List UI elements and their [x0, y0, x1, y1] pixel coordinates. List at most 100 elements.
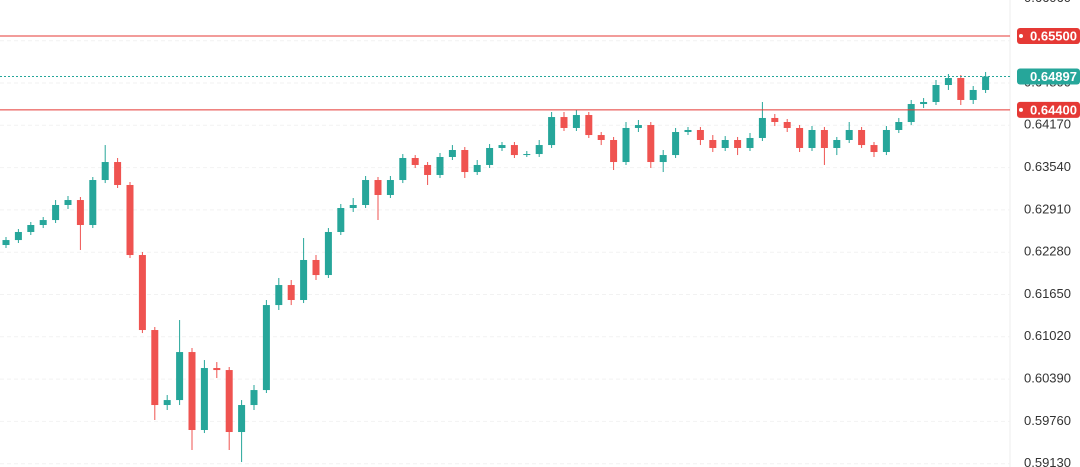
- candle-body: [882, 129, 890, 153]
- candle-body: [324, 231, 332, 276]
- candle-body: [163, 400, 171, 406]
- candle-body: [461, 150, 469, 173]
- candle-body: [151, 330, 159, 406]
- candle-body: [560, 117, 568, 128]
- candle-body: [300, 259, 308, 301]
- candle-body: [138, 255, 146, 331]
- candle-body: [337, 208, 345, 232]
- candle-body: [510, 145, 518, 156]
- candle-body: [622, 127, 630, 163]
- y-tick-label: 0.62280: [1024, 244, 1071, 259]
- y-tick-label: 0.62910: [1024, 201, 1071, 216]
- price-level-dot: [1019, 107, 1023, 112]
- candle-body: [374, 180, 382, 195]
- candle-body: [535, 145, 543, 155]
- candle-body: [845, 129, 853, 140]
- price-level-dot: [1019, 33, 1023, 38]
- candle-body: [399, 157, 407, 181]
- candle-body: [436, 156, 444, 175]
- candle-body: [2, 240, 10, 246]
- candle-body: [634, 125, 642, 128]
- candle-body: [200, 368, 208, 431]
- candle-body: [64, 200, 72, 205]
- candle-body: [932, 85, 940, 102]
- candle-body: [213, 368, 221, 371]
- candle-body: [275, 285, 283, 306]
- candle-body: [944, 78, 952, 86]
- candle-body: [386, 180, 394, 195]
- candle-body: [424, 164, 432, 175]
- candle-body: [27, 225, 35, 232]
- candle-body: [709, 139, 717, 148]
- candle-body: [225, 370, 233, 433]
- candle-body: [746, 137, 754, 148]
- candle-body: [114, 162, 122, 185]
- candle-body: [411, 157, 419, 165]
- candle-body: [969, 89, 977, 100]
- candle-body: [486, 147, 494, 165]
- price-level-badge: [1017, 68, 1080, 85]
- price-level-badge: [1017, 27, 1080, 44]
- y-tick-label: 0.60390: [1024, 371, 1071, 386]
- candle-body: [188, 352, 196, 431]
- price-level-label: 0.65500: [1030, 28, 1077, 43]
- candle-body: [572, 115, 580, 128]
- candle-body: [858, 129, 866, 146]
- candle-body: [895, 122, 903, 130]
- candle-body: [808, 129, 816, 148]
- candle-body: [52, 204, 60, 221]
- candle-body: [672, 132, 680, 156]
- candle-body: [262, 305, 270, 391]
- candle-body: [796, 127, 804, 148]
- candle-body: [523, 154, 531, 156]
- candle-body: [14, 231, 22, 241]
- candle-body: [238, 405, 246, 433]
- y-tick-label: 0.59130: [1024, 455, 1071, 467]
- candle-body: [982, 76, 990, 90]
- candle-body: [548, 117, 556, 146]
- candle-body: [101, 162, 109, 181]
- price-level-badge: [1017, 101, 1080, 118]
- y-tick-label: 0.66060: [1024, 0, 1071, 5]
- candle-body: [448, 150, 456, 157]
- candle-body: [597, 135, 605, 140]
- candle-body: [833, 139, 841, 148]
- candle-body: [907, 104, 915, 123]
- candle-body: [783, 122, 791, 128]
- candle-body: [610, 139, 618, 163]
- candle-body: [820, 129, 828, 148]
- y-tick-label: 0.63540: [1024, 159, 1071, 174]
- candle-body: [250, 390, 258, 406]
- y-tick-label: 0.64170: [1024, 117, 1071, 132]
- candle-body: [349, 204, 357, 209]
- candle-body: [287, 285, 295, 301]
- candle-body: [39, 220, 47, 226]
- y-tick-label: 0.59760: [1024, 413, 1071, 428]
- candle-body: [312, 259, 320, 276]
- candle-body: [696, 129, 704, 140]
- candle-body: [758, 117, 766, 138]
- candle-body: [870, 145, 878, 153]
- y-tick-label: 0.61020: [1024, 328, 1071, 343]
- price-level-label: 0.64400: [1030, 102, 1077, 117]
- candle-body: [920, 101, 928, 105]
- candle-body: [362, 180, 370, 205]
- candle-body: [176, 352, 184, 401]
- candle-body: [684, 129, 692, 133]
- candle-body: [498, 145, 506, 148]
- candle-body: [76, 200, 84, 226]
- candle-body: [473, 164, 481, 173]
- price-level-label: 0.64897: [1030, 69, 1077, 84]
- candle-body: [647, 125, 655, 163]
- candle-body: [721, 139, 729, 148]
- candle-body: [126, 184, 134, 256]
- y-tick-label: 0.61650: [1024, 286, 1071, 301]
- candle-body: [585, 115, 593, 136]
- candle-body: [734, 139, 742, 148]
- candle-body: [89, 180, 97, 226]
- candle-body: [957, 78, 965, 100]
- candle-body: [659, 155, 667, 163]
